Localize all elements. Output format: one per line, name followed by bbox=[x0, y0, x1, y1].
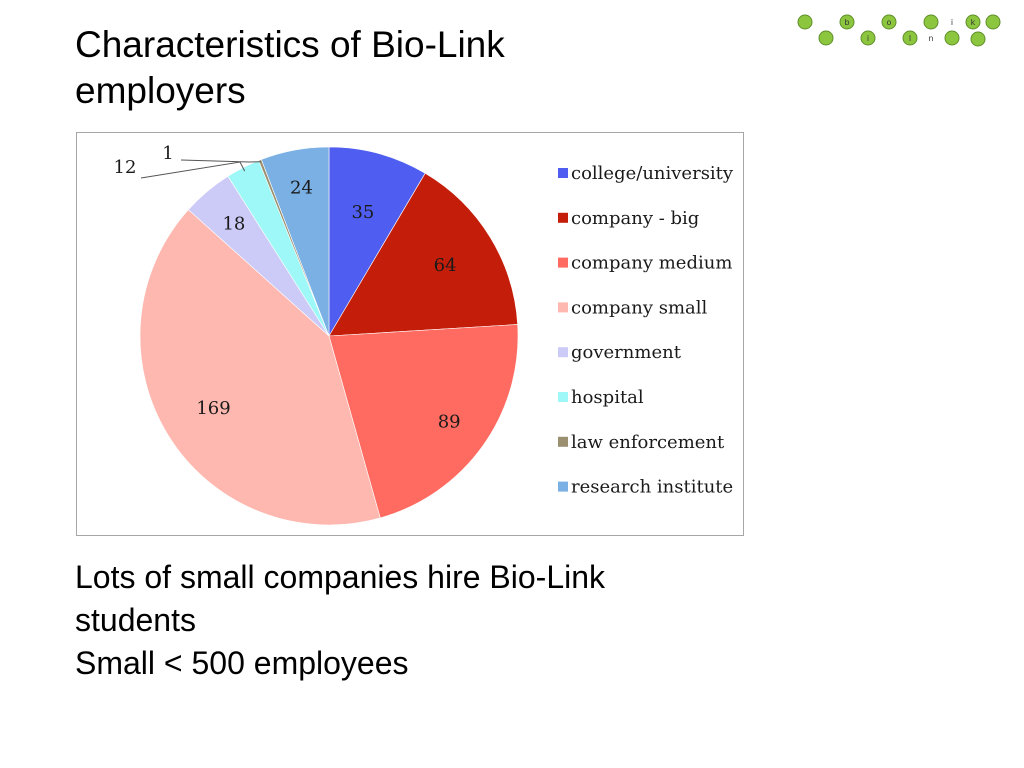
legend-swatch-college-university bbox=[558, 168, 568, 178]
slide-title-line-1: Characteristics of Bio-Link bbox=[75, 24, 505, 65]
pie-slice-company-small bbox=[139, 209, 381, 526]
data-label-college-university: 35 bbox=[351, 202, 374, 223]
legend-swatch-company-medium bbox=[558, 257, 568, 268]
data-label-law-enforcement: 1 bbox=[162, 143, 173, 164]
logo-bead bbox=[944, 30, 960, 46]
legend-label-research-institute: research institute bbox=[571, 477, 733, 498]
data-label-company-big: 64 bbox=[434, 255, 457, 276]
logo-bead bbox=[818, 30, 834, 46]
legend-swatch-research-institute bbox=[558, 481, 568, 492]
leader-line-law-enforcement bbox=[180, 159, 261, 163]
logo-bead bbox=[923, 14, 939, 30]
caption-line-1: Lots of small companies hire Bio-Link bbox=[75, 559, 606, 595]
legend-label-company-small: company small bbox=[571, 297, 708, 318]
data-label-hospital: 12 bbox=[114, 157, 137, 178]
legend-swatch-company-small bbox=[558, 302, 568, 313]
logo-letter: i bbox=[951, 18, 953, 27]
legend-swatch-hospital bbox=[558, 392, 568, 402]
logo-letter: n bbox=[928, 34, 933, 43]
logo-bead bbox=[839, 14, 855, 30]
logo-letter: i bbox=[867, 34, 869, 43]
slide-caption: Lots of small companies hire Bio-Link st… bbox=[75, 556, 775, 685]
logo-bead bbox=[881, 14, 897, 30]
pie-slice-company-medium bbox=[328, 324, 519, 519]
logo-bead bbox=[985, 14, 1001, 30]
legend-label-company-medium: company medium bbox=[571, 253, 732, 274]
slide-title-line-2: employers bbox=[75, 70, 246, 111]
data-label-company-small: 169 bbox=[196, 398, 230, 419]
legend-swatch-government bbox=[558, 347, 568, 358]
logo-bead bbox=[970, 31, 986, 47]
legend-label-government: government bbox=[571, 342, 682, 363]
logo-letter: b bbox=[844, 18, 849, 27]
data-label-company-medium: 89 bbox=[438, 411, 461, 432]
legend-label-company-big: company - big bbox=[571, 208, 699, 229]
slide-title: Characteristics of Bio-Link employers bbox=[75, 22, 695, 114]
logo-bead bbox=[965, 14, 981, 30]
data-label-research-institute: 24 bbox=[290, 177, 313, 198]
legend-swatch-company-big bbox=[558, 212, 568, 223]
pie-slice-research-institute bbox=[260, 146, 330, 337]
pie-chart: 35 64 89 169 18 12 1 24 college/university compa… bbox=[114, 143, 734, 526]
logo-bead bbox=[902, 30, 918, 46]
pie-slice-college-university bbox=[328, 146, 426, 338]
legend-label-college-university: college/university bbox=[571, 163, 734, 184]
logo-letter: o bbox=[887, 18, 892, 27]
legend-swatch-law-enforcement bbox=[558, 436, 568, 447]
data-label-government: 18 bbox=[222, 213, 245, 234]
pie-slice-company-big bbox=[328, 172, 518, 337]
caption-line-2: students bbox=[75, 602, 196, 638]
caption-line-3: Small < 500 employees bbox=[75, 645, 409, 681]
logo-bead bbox=[860, 30, 876, 46]
legend-label-hospital: hospital bbox=[571, 387, 644, 408]
logo-bead bbox=[797, 14, 813, 30]
pie-chart-frame: 35 64 89 169 18 12 1 24 college/university compa… bbox=[76, 132, 744, 536]
bio-link-logo: b i o l i n k bbox=[797, 14, 1001, 47]
logo-letter: k bbox=[971, 18, 976, 27]
logo-letter: l bbox=[909, 34, 911, 43]
legend-label-law-enforcement: law enforcement bbox=[571, 432, 725, 453]
